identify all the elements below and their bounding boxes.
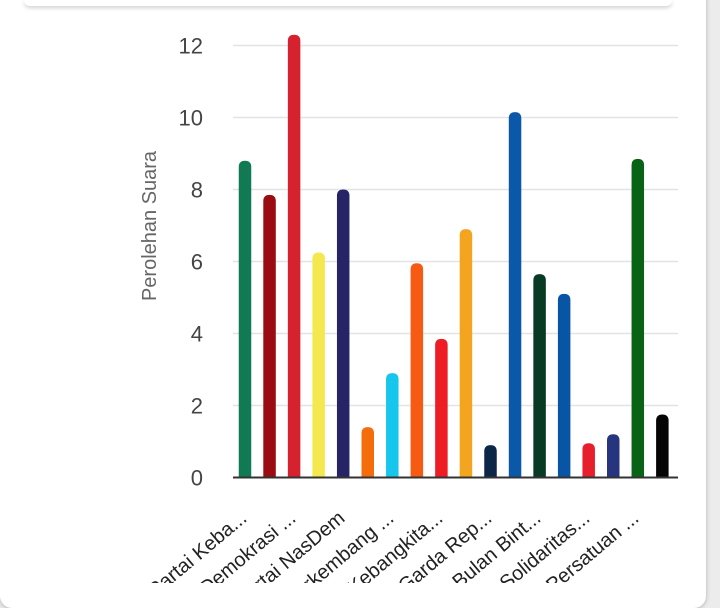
- gridlines: [233, 44, 678, 407]
- bar: [582, 443, 595, 478]
- y-tick-label: 12: [179, 34, 203, 59]
- bar: [287, 34, 301, 478]
- bar: [263, 194, 276, 478]
- bar: [312, 252, 325, 478]
- y-tick-label: 2: [191, 394, 203, 419]
- bar: [508, 112, 522, 478]
- y-tick-label: 10: [179, 106, 203, 131]
- y-axis-title: Perolehan Suara: [139, 150, 161, 301]
- x-axis-labels: Partai Keba...Demokrasi ...Partai NasDem…: [144, 507, 643, 583]
- bar: [656, 414, 669, 478]
- bar: [459, 229, 473, 478]
- bar: [557, 293, 571, 478]
- card-edge: [24, 0, 672, 6]
- bars: [238, 34, 669, 478]
- y-axis-ticks: 0 2 4 6 8 10 12: [179, 34, 203, 491]
- bar: [238, 160, 252, 478]
- bar: [386, 373, 399, 478]
- bar: [484, 445, 497, 478]
- y-tick-label: 0: [191, 466, 203, 491]
- bar-chart: 0 2 4 6 8 10 12 Perolehan Suara Partai Keba...…: [139, 34, 678, 583]
- bar: [435, 338, 448, 478]
- bar: [607, 434, 620, 478]
- y-tick-label: 4: [191, 322, 203, 347]
- bar: [361, 427, 374, 478]
- y-tick-label: 6: [191, 250, 203, 275]
- bar: [410, 263, 424, 478]
- bar: [533, 274, 546, 478]
- bar: [631, 158, 645, 478]
- y-tick-label: 8: [191, 178, 203, 203]
- bar: [336, 189, 350, 478]
